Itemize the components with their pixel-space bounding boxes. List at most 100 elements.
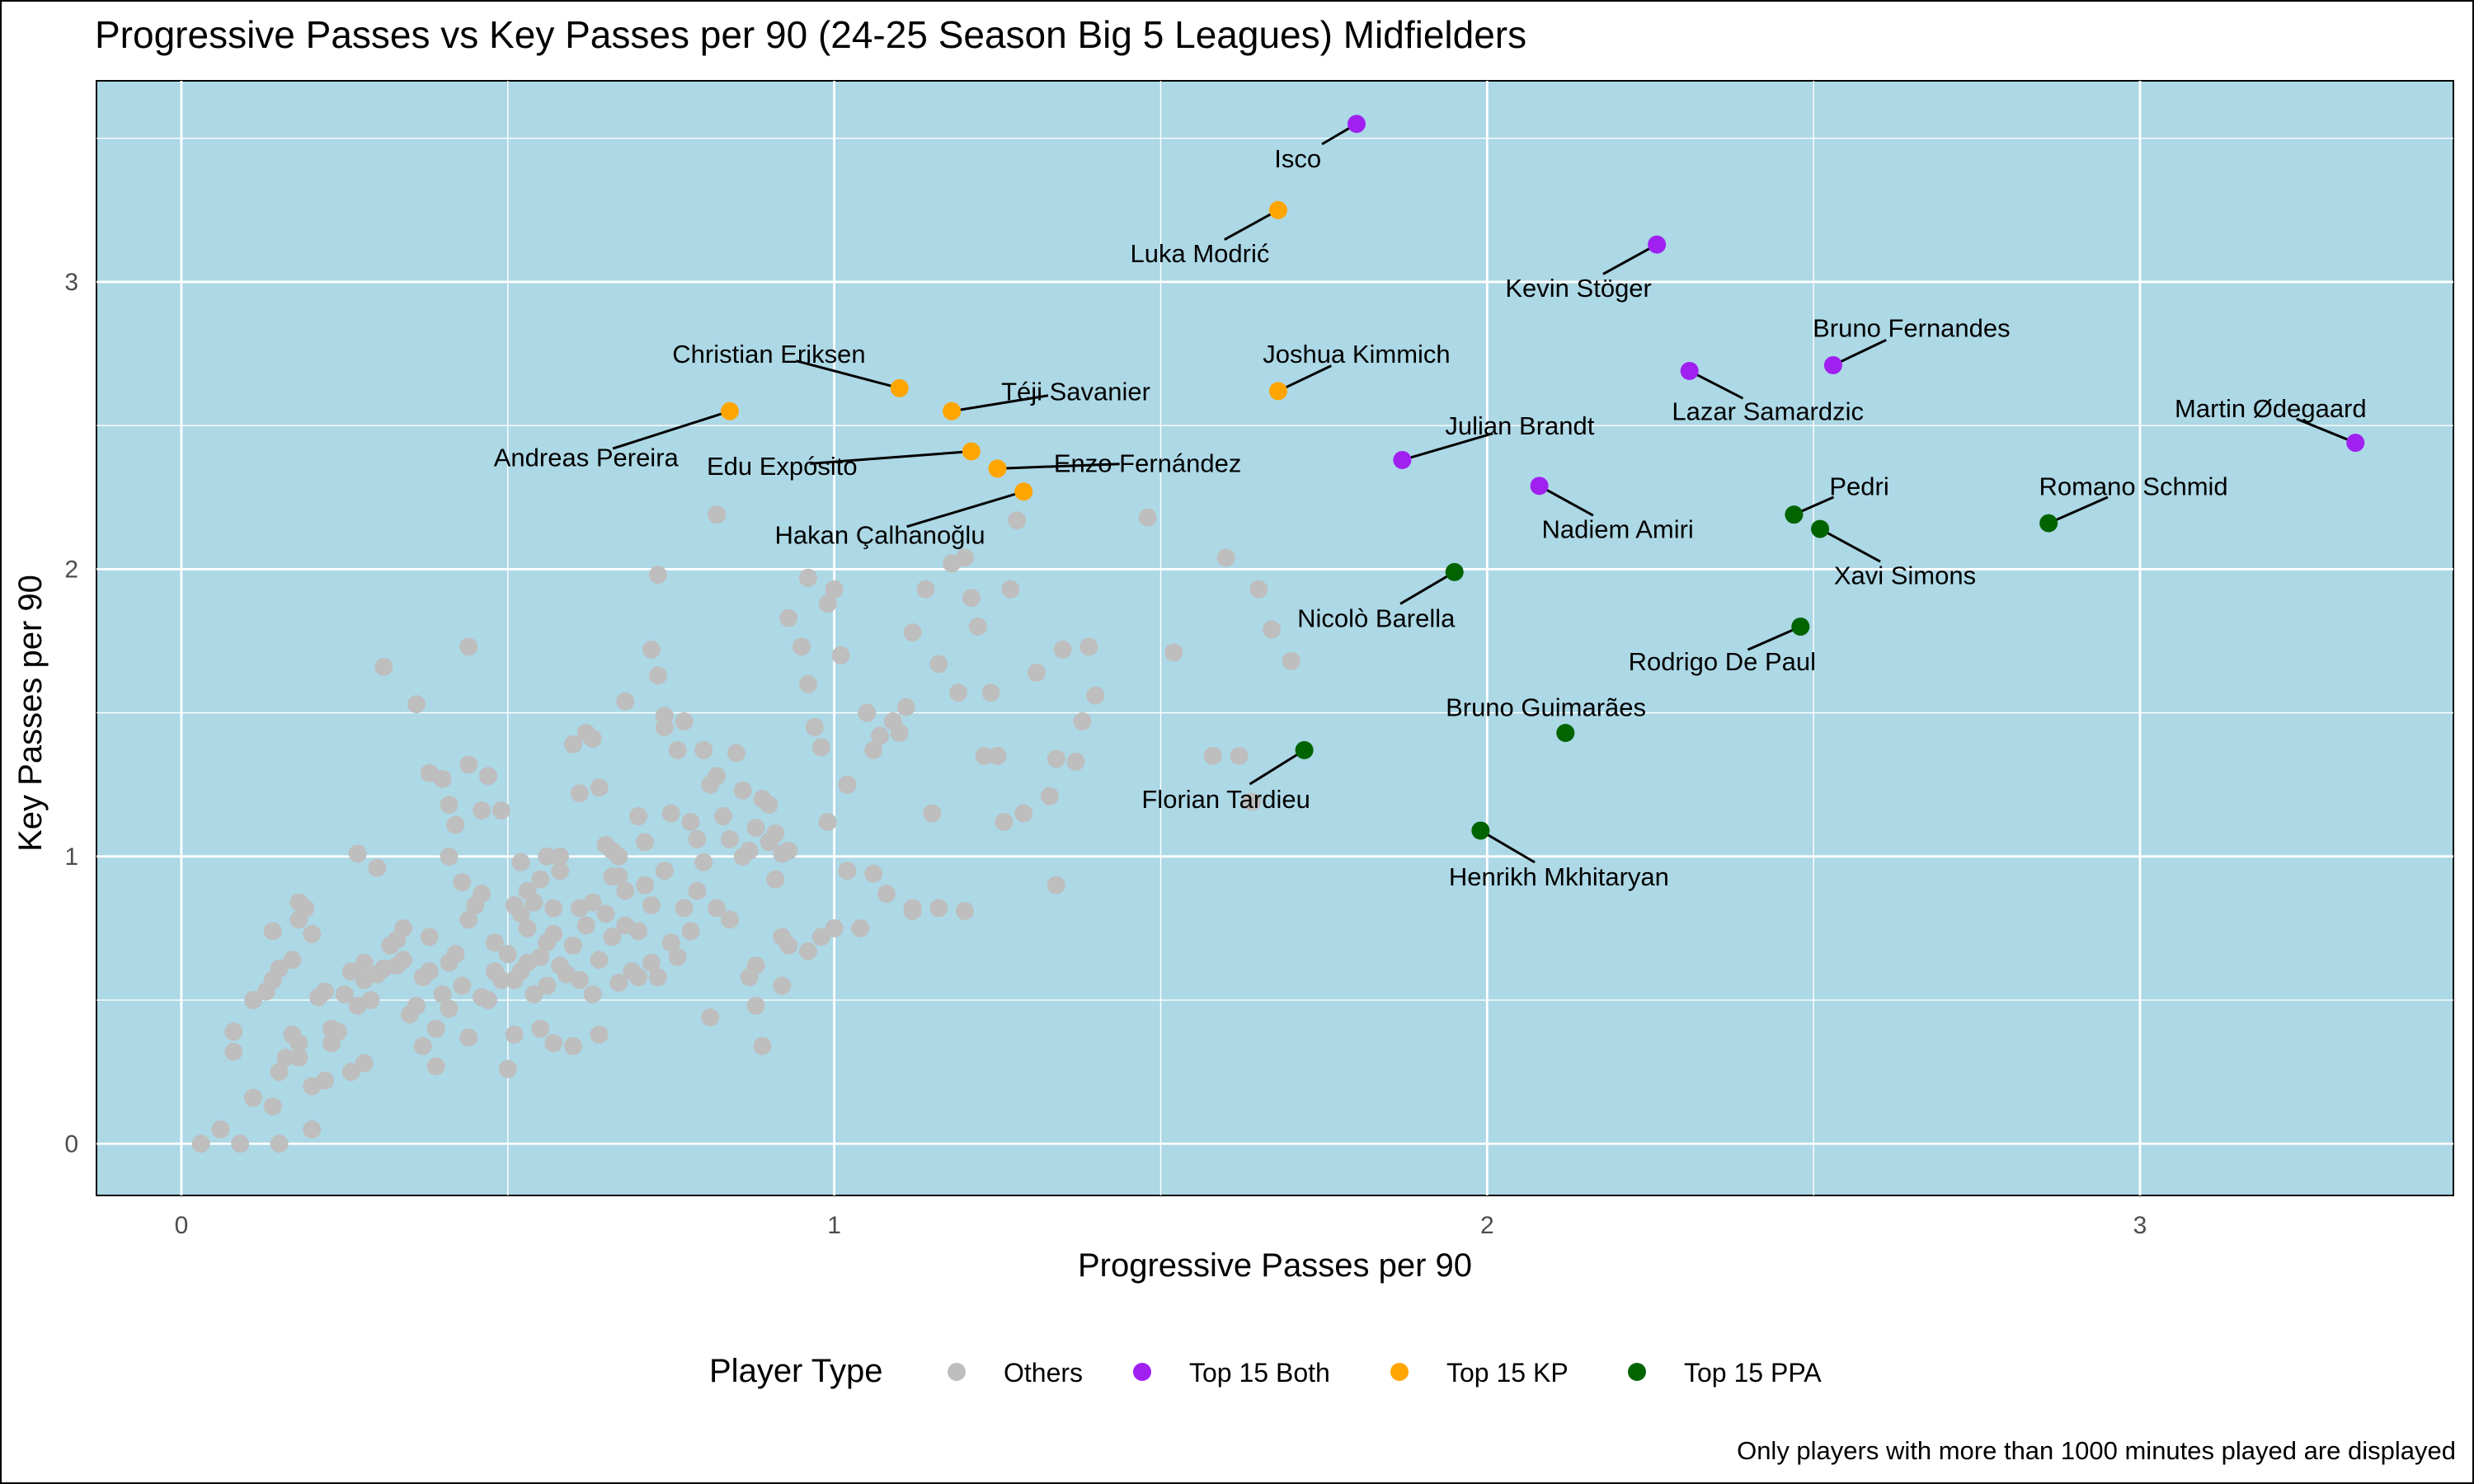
data-point-others	[551, 847, 570, 866]
data-point-others	[1073, 712, 1092, 731]
data-point-others	[708, 767, 727, 786]
data-point-others	[629, 922, 648, 941]
data-point-others	[479, 991, 498, 1010]
legend-label: Top 15 KP	[1446, 1358, 1569, 1388]
data-point-others	[276, 1048, 295, 1067]
data-point-others	[760, 796, 778, 815]
data-point-others	[289, 1048, 308, 1067]
data-point-others	[1203, 746, 1222, 765]
data-point-top-15-kp	[943, 402, 962, 420]
data-point-top-15-kp	[890, 378, 909, 397]
data-point-top-15-ppa	[1791, 618, 1810, 636]
data-point-others	[420, 928, 439, 946]
data-point-others	[864, 864, 883, 883]
data-point-others	[720, 910, 739, 929]
data-point-others	[603, 841, 622, 860]
data-point-top-15-kp	[988, 459, 1007, 478]
data-point-others	[1282, 651, 1300, 670]
chart-title: Progressive Passes vs Key Passes per 90 …	[95, 13, 1526, 56]
data-point-others	[668, 947, 687, 966]
data-point-others	[590, 951, 609, 970]
player-label: Nicolò Barella	[1297, 604, 1456, 633]
data-point-others	[518, 881, 537, 900]
data-point-others	[773, 976, 792, 995]
data-point-others	[688, 881, 707, 900]
y-axis-title: Key Passes per 90	[12, 575, 49, 852]
data-point-top-15-both	[2346, 434, 2365, 453]
label-leader-lines	[612, 122, 2356, 864]
data-point-others	[407, 997, 426, 1016]
data-point-others	[779, 608, 798, 627]
data-point-others	[753, 1036, 772, 1055]
data-point-others	[473, 801, 492, 820]
data-point-top-15-kp	[720, 402, 739, 420]
data-point-top-15-kp	[1268, 382, 1287, 401]
others-points	[191, 505, 1300, 1153]
data-point-others	[459, 1028, 478, 1047]
data-point-others	[975, 746, 994, 765]
player-label: Luka Modrić	[1131, 239, 1270, 268]
caption: Only players with more than 1000 minutes…	[1737, 1436, 2456, 1465]
data-point-others	[524, 985, 543, 1004]
label-leader-line	[1819, 528, 1881, 563]
data-point-others	[570, 970, 589, 989]
data-point-others	[1008, 511, 1027, 530]
data-point-others	[746, 818, 765, 837]
data-point-top-15-ppa	[1556, 723, 1575, 742]
data-point-others	[805, 718, 824, 737]
data-point-others	[825, 580, 844, 599]
data-point-top-15-kp	[1268, 200, 1287, 219]
data-point-others	[576, 916, 595, 935]
x-axis-title: Progressive Passes per 90	[1078, 1247, 1472, 1284]
player-label: Kevin Stöger	[1505, 274, 1652, 303]
data-point-others	[811, 738, 830, 757]
data-point-others	[648, 666, 667, 685]
x-tick-label: 0	[175, 1212, 189, 1239]
data-point-others	[629, 807, 648, 826]
data-point-others	[636, 876, 655, 895]
data-point-others	[498, 945, 517, 964]
label-leader-line	[1401, 432, 1493, 462]
player-label: Xavi Simons	[1834, 561, 1976, 589]
data-point-others	[479, 767, 498, 786]
data-point-others	[505, 896, 524, 915]
data-point-others	[694, 852, 713, 871]
legend-label: Top 15 PPA	[1684, 1358, 1822, 1388]
data-point-others	[636, 833, 655, 852]
data-point-others	[263, 922, 282, 941]
data-point-others	[838, 862, 857, 881]
data-point-others	[583, 729, 602, 748]
grid-lines	[96, 81, 2453, 1195]
data-point-others	[531, 947, 550, 966]
data-point-others	[283, 951, 302, 970]
data-point-others	[263, 1097, 282, 1115]
data-point-others	[485, 933, 504, 952]
data-point-others	[303, 924, 322, 943]
data-point-others	[459, 637, 478, 656]
player-label: Henrikh Mkhitaryan	[1449, 862, 1669, 891]
player-label: Enzo Fernández	[1054, 448, 1241, 477]
plot-panel	[96, 80, 2454, 1196]
label-leader-line	[1224, 209, 1279, 241]
data-point-others	[701, 1007, 720, 1026]
player-label: Romano Schmid	[2039, 472, 2227, 500]
data-point-others	[766, 824, 785, 843]
data-point-others	[244, 1088, 263, 1107]
data-point-others	[563, 936, 582, 955]
data-point-others	[473, 885, 492, 904]
data-point-top-15-ppa	[1471, 821, 1490, 840]
data-point-others	[681, 813, 700, 832]
data-point-others	[413, 1036, 432, 1055]
label-leader-line	[1602, 243, 1658, 275]
data-point-others	[890, 723, 909, 742]
player-label: Téji Savanier	[1001, 377, 1150, 406]
data-point-others	[1243, 792, 1262, 811]
data-point-others	[335, 985, 354, 1004]
data-point-others	[655, 862, 674, 881]
label-leader-line	[1479, 829, 1536, 864]
data-point-top-15-ppa	[2039, 514, 2058, 533]
data-point-others	[270, 1134, 289, 1153]
data-point-others	[590, 778, 609, 797]
label-leader-line	[1538, 485, 1594, 517]
